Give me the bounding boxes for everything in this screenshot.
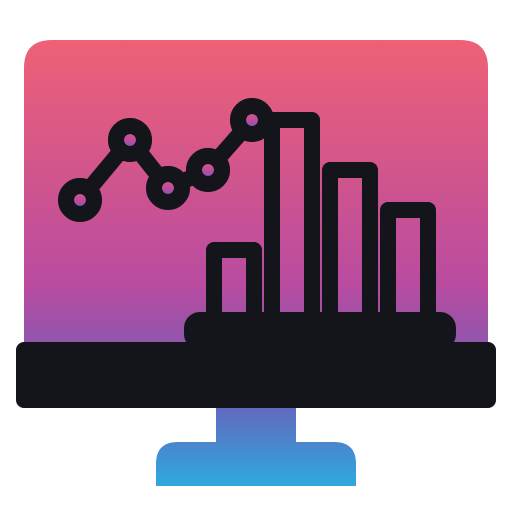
analytics-monitor-icon: { "icon": { "type": "infographic", "name… xyxy=(0,0,512,512)
bar-chart-base xyxy=(192,320,448,342)
monitor-bezel xyxy=(24,350,488,400)
analytics-monitor-svg xyxy=(0,0,512,512)
